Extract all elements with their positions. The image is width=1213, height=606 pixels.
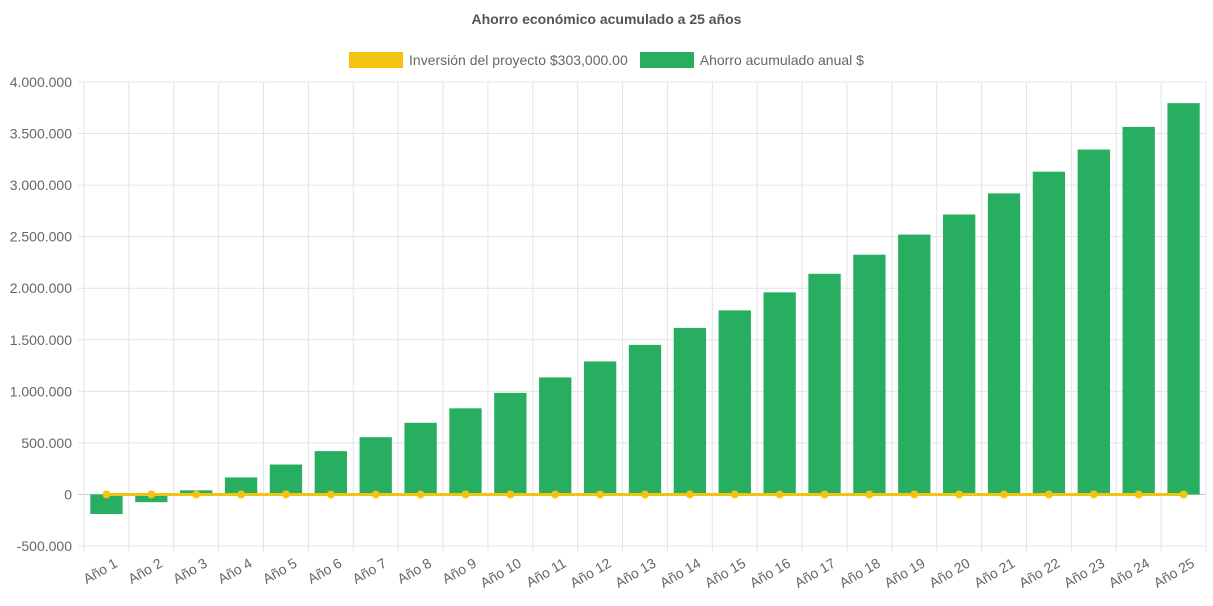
x-tick-label: Año 15 bbox=[702, 555, 749, 591]
x-tick-label: Año 9 bbox=[439, 555, 479, 587]
point-inversion bbox=[820, 490, 829, 499]
bar-ahorro bbox=[943, 214, 976, 495]
bar-ahorro bbox=[224, 477, 258, 495]
bar-ahorro bbox=[583, 361, 617, 495]
x-tick-label: Año 2 bbox=[125, 555, 165, 587]
bar-ahorro bbox=[314, 451, 347, 495]
x-tick-label: Año 25 bbox=[1151, 555, 1198, 591]
bar-ahorro bbox=[359, 437, 392, 495]
point-inversion bbox=[237, 490, 246, 499]
x-tick-label: Año 8 bbox=[394, 555, 434, 587]
legend-item-savings[interactable]: Ahorro acumulado anual $ bbox=[639, 52, 864, 68]
bar-ahorro bbox=[673, 327, 707, 495]
x-tick-label: Año 14 bbox=[657, 555, 704, 591]
y-tick-label: 2.000.000 bbox=[10, 280, 72, 296]
bar-ahorro bbox=[763, 292, 796, 495]
bar-ahorro bbox=[404, 422, 437, 495]
bar-ahorro bbox=[1122, 126, 1155, 495]
y-tick-label: 3.500.000 bbox=[10, 126, 72, 142]
bar-ahorro bbox=[494, 392, 527, 495]
point-inversion bbox=[685, 490, 694, 499]
point-inversion bbox=[1000, 490, 1009, 499]
point-inversion bbox=[102, 490, 111, 499]
bar-ahorro bbox=[449, 408, 482, 495]
x-tick-label: Año 11 bbox=[523, 555, 569, 591]
bar-ahorro bbox=[987, 193, 1021, 495]
legend-label-savings: Ahorro acumulado anual $ bbox=[699, 52, 864, 68]
x-tick-label: Año 4 bbox=[215, 555, 255, 587]
bar-ahorro bbox=[90, 494, 123, 515]
legend-swatch-investment bbox=[349, 52, 404, 68]
bar-ahorro bbox=[853, 254, 886, 495]
bar-ahorro bbox=[269, 464, 303, 495]
y-tick-label: 500.000 bbox=[21, 435, 72, 451]
point-inversion bbox=[955, 490, 964, 499]
bar-ahorro bbox=[1167, 103, 1200, 495]
point-inversion bbox=[596, 490, 605, 499]
point-inversion bbox=[461, 490, 470, 499]
y-tick-label: 0 bbox=[64, 486, 72, 502]
point-inversion bbox=[1089, 490, 1098, 499]
point-inversion bbox=[1179, 490, 1188, 499]
legend-label-investment: Inversión del proyecto $303,000.00 bbox=[409, 52, 628, 68]
bar-ahorro bbox=[539, 377, 572, 495]
x-tick-label: Año 18 bbox=[836, 555, 883, 591]
bar-ahorro bbox=[808, 273, 841, 495]
x-tick-label: Año 7 bbox=[350, 555, 390, 587]
y-tick-label: -500.000 bbox=[17, 538, 72, 554]
legend-swatch-savings bbox=[639, 52, 694, 68]
y-tick-label: 1.000.000 bbox=[10, 383, 72, 399]
point-inversion bbox=[865, 490, 874, 499]
chart-title: Ahorro económico acumulado a 25 años bbox=[471, 11, 742, 27]
y-tick-label: 2.500.000 bbox=[10, 229, 72, 245]
point-inversion bbox=[281, 490, 290, 499]
x-tick-label: Año 24 bbox=[1106, 555, 1153, 591]
x-tick-label: Año 23 bbox=[1061, 555, 1108, 591]
y-tick-label: 1.500.000 bbox=[10, 332, 72, 348]
x-tick-label: Año 3 bbox=[170, 555, 210, 587]
x-tick-label: Año 21 bbox=[971, 555, 1018, 591]
x-tick-label: Año 17 bbox=[792, 555, 839, 591]
point-inversion bbox=[326, 490, 335, 499]
point-inversion bbox=[192, 490, 201, 499]
point-inversion bbox=[730, 490, 739, 499]
x-tick-label: Año 6 bbox=[305, 555, 345, 587]
y-tick-label: 3.000.000 bbox=[10, 177, 72, 193]
bar-ahorro bbox=[628, 344, 662, 495]
chart-legend: Inversión del proyecto $303,000.00 Ahorr… bbox=[0, 52, 1213, 68]
x-tick-label: Año 20 bbox=[926, 555, 973, 591]
point-inversion bbox=[641, 490, 649, 499]
x-tick-label: Año 5 bbox=[260, 555, 300, 587]
x-tick-label: Año 1 bbox=[80, 555, 120, 587]
point-inversion bbox=[775, 490, 784, 499]
point-inversion bbox=[551, 490, 560, 499]
point-inversion bbox=[506, 490, 515, 499]
bar-ahorro bbox=[1032, 171, 1066, 495]
point-inversion bbox=[1044, 490, 1053, 499]
x-tick-label: Año 12 bbox=[567, 555, 614, 591]
x-tick-label: Año 22 bbox=[1016, 555, 1063, 591]
point-inversion bbox=[910, 490, 919, 499]
bar-ahorro bbox=[1077, 149, 1110, 495]
point-inversion bbox=[147, 490, 156, 499]
x-tick-label: Año 16 bbox=[747, 555, 794, 591]
point-inversion bbox=[371, 490, 380, 499]
x-tick-label: Año 19 bbox=[881, 555, 928, 591]
bar-ahorro bbox=[898, 234, 931, 495]
x-tick-label: Año 10 bbox=[477, 555, 524, 591]
legend-item-investment[interactable]: Inversión del proyecto $303,000.00 bbox=[349, 52, 628, 68]
point-inversion bbox=[416, 490, 425, 499]
y-tick-label: 4.000.000 bbox=[10, 74, 72, 90]
bar-ahorro bbox=[718, 310, 751, 495]
x-tick-label: Año 13 bbox=[612, 555, 659, 591]
point-inversion bbox=[1134, 490, 1143, 499]
